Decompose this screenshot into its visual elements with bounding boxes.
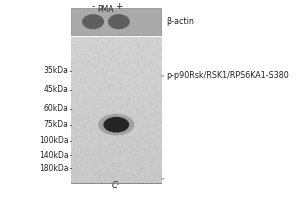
Bar — [71, 8, 161, 35]
Ellipse shape — [103, 117, 129, 133]
Text: 45kDa: 45kDa — [44, 85, 68, 94]
Text: 60kDa: 60kDa — [44, 104, 68, 113]
Ellipse shape — [98, 114, 134, 136]
Text: -: - — [92, 2, 95, 11]
Bar — [71, 37, 161, 183]
Text: PMA: PMA — [98, 5, 114, 14]
Text: 180kDa: 180kDa — [39, 164, 68, 173]
Ellipse shape — [108, 14, 130, 29]
Text: +: + — [115, 2, 123, 11]
Text: β-actin: β-actin — [167, 17, 194, 26]
Text: 140kDa: 140kDa — [39, 151, 68, 160]
Text: 100kDa: 100kDa — [39, 136, 68, 145]
Text: 75kDa: 75kDa — [44, 120, 68, 129]
Text: 35kDa: 35kDa — [44, 66, 68, 75]
Text: Cᶜ: Cᶜ — [112, 181, 121, 190]
Ellipse shape — [82, 14, 104, 29]
Text: p-p90Rsk/RSK1/RPS6KA1-S380: p-p90Rsk/RSK1/RPS6KA1-S380 — [161, 71, 290, 80]
